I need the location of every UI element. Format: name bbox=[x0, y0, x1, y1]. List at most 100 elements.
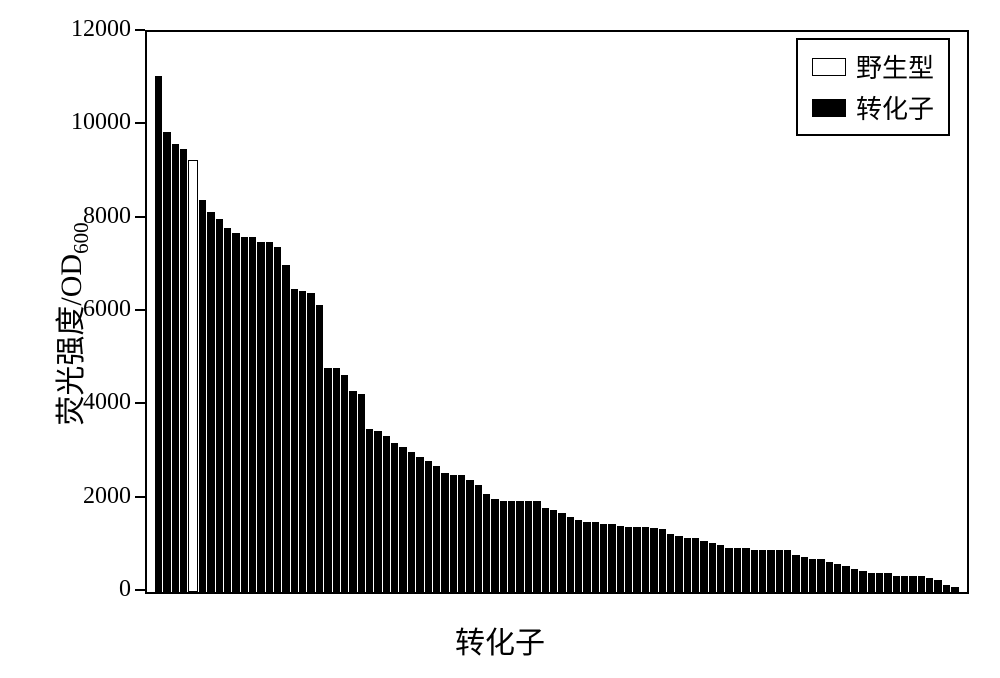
bar-transformant bbox=[500, 501, 507, 592]
bar-transformant bbox=[817, 559, 824, 592]
bar-transformant bbox=[826, 562, 833, 592]
y-tick-mark bbox=[135, 309, 145, 311]
bar-transformant bbox=[408, 452, 415, 592]
bar-wild-type bbox=[188, 160, 197, 592]
bar-transformant bbox=[884, 573, 891, 592]
bar-transformant bbox=[316, 305, 323, 592]
bar-transformant bbox=[163, 132, 170, 592]
bar-transformant bbox=[926, 578, 933, 592]
bar-transformant bbox=[868, 573, 875, 592]
legend-row: 野生型 bbox=[812, 48, 934, 85]
bar-transformant bbox=[692, 538, 699, 592]
bar-transformant bbox=[291, 289, 298, 592]
bar-transformant bbox=[224, 228, 231, 592]
bar-transformant bbox=[516, 501, 523, 592]
bar-transformant bbox=[725, 548, 732, 592]
bar-transformant bbox=[633, 527, 640, 592]
bar-transformant bbox=[172, 144, 179, 592]
bar-transformant bbox=[734, 548, 741, 592]
bar-transformant bbox=[483, 494, 490, 592]
legend-row: 转化子 bbox=[812, 89, 934, 126]
bar-transformant bbox=[767, 550, 774, 592]
bar-transformant bbox=[893, 576, 900, 592]
bar-transformant bbox=[809, 559, 816, 592]
bar-transformant bbox=[542, 508, 549, 592]
y-tick-mark bbox=[135, 496, 145, 498]
bar-transformant bbox=[659, 529, 666, 592]
y-tick-mark bbox=[135, 122, 145, 124]
bar-transformant bbox=[842, 566, 849, 592]
bar-transformant bbox=[700, 541, 707, 592]
bar-transformant bbox=[608, 524, 615, 592]
bar-transformant bbox=[425, 461, 432, 592]
bar-transformant bbox=[600, 524, 607, 592]
bar-transformant bbox=[567, 517, 574, 592]
bar-transformant bbox=[324, 368, 331, 592]
legend-text: 野生型 bbox=[856, 48, 934, 85]
bar-transformant bbox=[525, 501, 532, 592]
bar-transformant bbox=[349, 391, 356, 592]
bar-transformant bbox=[776, 550, 783, 592]
bar-transformant bbox=[399, 447, 406, 592]
bar-transformant bbox=[433, 466, 440, 592]
bar-transformant bbox=[592, 522, 599, 592]
bar-transformant bbox=[751, 550, 758, 592]
chart-container: 荧光强度/OD600 转化子 野生型转化子 020004000600080001… bbox=[0, 0, 1000, 678]
y-tick-label: 2000 bbox=[31, 483, 131, 510]
bar-transformant bbox=[391, 443, 398, 592]
legend-swatch bbox=[812, 99, 846, 117]
y-tick-mark bbox=[135, 402, 145, 404]
bar-transformant bbox=[909, 576, 916, 592]
legend: 野生型转化子 bbox=[796, 38, 950, 136]
y-tick-label: 10000 bbox=[31, 109, 131, 136]
bar-transformant bbox=[299, 291, 306, 592]
y-tick-label: 0 bbox=[31, 576, 131, 603]
bar-transformant bbox=[358, 394, 365, 592]
bar-transformant bbox=[266, 242, 273, 592]
bar-transformant bbox=[282, 265, 289, 592]
bar-transformant bbox=[533, 501, 540, 592]
x-axis-label-text: 转化子 bbox=[455, 627, 545, 660]
bar-transformant bbox=[742, 548, 749, 592]
bar-transformant bbox=[583, 522, 590, 592]
bar-transformant bbox=[450, 475, 457, 592]
bar-transformant bbox=[625, 527, 632, 592]
bar-transformant bbox=[216, 219, 223, 592]
bar-transformant bbox=[801, 557, 808, 592]
bar-transformant bbox=[784, 550, 791, 592]
bar-transformant bbox=[466, 480, 473, 592]
bar-transformant bbox=[876, 573, 883, 592]
legend-swatch bbox=[812, 58, 846, 76]
bar-transformant bbox=[943, 585, 950, 592]
bar-transformant bbox=[834, 564, 841, 592]
bar-transformant bbox=[257, 242, 264, 592]
bar-transformant bbox=[491, 499, 498, 592]
bar-transformant bbox=[918, 576, 925, 592]
bar-transformant bbox=[650, 528, 657, 592]
bar-transformant bbox=[475, 485, 482, 592]
bar-transformant bbox=[675, 536, 682, 592]
y-tick-mark bbox=[135, 29, 145, 31]
y-tick-label: 12000 bbox=[31, 16, 131, 43]
bar-transformant bbox=[333, 368, 340, 592]
x-axis-label: 转化子 bbox=[0, 618, 1000, 662]
bar-transformant bbox=[851, 569, 858, 592]
bar-transformant bbox=[366, 429, 373, 592]
y-tick-mark bbox=[135, 589, 145, 591]
bar-transformant bbox=[550, 510, 557, 592]
bar-transformant bbox=[951, 587, 958, 592]
bar-transformant bbox=[792, 555, 799, 592]
bar-transformant bbox=[667, 534, 674, 592]
bar-transformant bbox=[458, 475, 465, 592]
bar-transformant bbox=[180, 149, 187, 592]
bar-transformant bbox=[383, 436, 390, 592]
bar-transformant bbox=[558, 513, 565, 592]
bar-transformant bbox=[341, 375, 348, 592]
bar-transformant bbox=[249, 237, 256, 592]
bar-transformant bbox=[416, 457, 423, 592]
bar-transformant bbox=[709, 543, 716, 592]
bar-transformant bbox=[642, 527, 649, 592]
bar-transformant bbox=[199, 200, 206, 592]
bar-transformant bbox=[717, 545, 724, 592]
bar-transformant bbox=[274, 247, 281, 592]
